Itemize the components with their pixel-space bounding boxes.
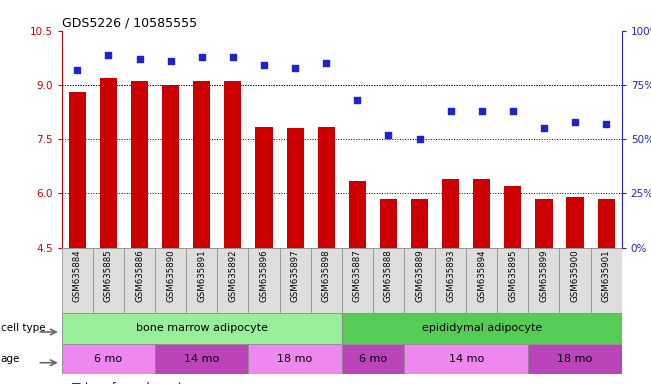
Bar	[473, 179, 490, 248]
Point	[228, 54, 238, 60]
Text: bone marrow adipocyte: bone marrow adipocyte	[136, 323, 268, 333]
Bar	[404, 248, 435, 313]
Text: age: age	[1, 354, 20, 364]
Bar	[342, 248, 373, 313]
Bar	[404, 344, 529, 374]
Bar	[318, 127, 335, 248]
Bar	[255, 127, 273, 248]
Bar	[411, 199, 428, 248]
Bar	[380, 199, 397, 248]
Bar	[155, 344, 249, 374]
Point	[570, 119, 580, 125]
Text: GSM635889: GSM635889	[415, 250, 424, 302]
Text: 18 mo: 18 mo	[277, 354, 312, 364]
Bar	[311, 248, 342, 313]
Bar	[497, 248, 529, 313]
Text: 14 mo: 14 mo	[184, 354, 219, 364]
Text: GSM635896: GSM635896	[260, 250, 268, 302]
Text: cell type: cell type	[1, 323, 46, 333]
Bar	[505, 186, 521, 248]
Point	[383, 132, 394, 138]
Point	[321, 60, 331, 66]
Text: 18 mo: 18 mo	[557, 354, 592, 364]
Bar	[529, 344, 622, 374]
Bar	[349, 181, 366, 248]
Text: GSM635892: GSM635892	[229, 250, 238, 302]
Bar	[193, 81, 210, 248]
Bar	[62, 344, 155, 374]
Bar	[529, 248, 559, 313]
Text: 14 mo: 14 mo	[449, 354, 484, 364]
Bar	[598, 199, 615, 248]
Text: ■: ■	[71, 382, 81, 384]
Point	[508, 108, 518, 114]
Text: GSM635886: GSM635886	[135, 250, 144, 302]
Point	[197, 54, 207, 60]
Text: GSM635894: GSM635894	[477, 250, 486, 302]
Bar	[566, 197, 583, 248]
Bar	[93, 248, 124, 313]
Bar	[69, 92, 86, 248]
Point	[290, 65, 300, 71]
Point	[165, 58, 176, 64]
Point	[414, 136, 424, 142]
Bar	[186, 248, 217, 313]
Bar	[131, 81, 148, 248]
Bar	[217, 248, 249, 313]
Bar	[466, 248, 497, 313]
Point	[104, 51, 114, 58]
Bar	[249, 344, 342, 374]
Point	[72, 67, 83, 73]
Bar	[155, 248, 186, 313]
Text: GSM635893: GSM635893	[446, 250, 455, 302]
Bar	[162, 85, 179, 248]
Bar	[279, 248, 311, 313]
Text: GSM635901: GSM635901	[602, 250, 611, 302]
Text: GSM635891: GSM635891	[197, 250, 206, 302]
Point	[477, 108, 487, 114]
Bar	[590, 248, 622, 313]
Text: GSM635899: GSM635899	[540, 250, 548, 302]
Text: GSM635898: GSM635898	[322, 250, 331, 302]
Bar	[535, 199, 553, 248]
Bar	[435, 248, 466, 313]
Text: GSM635895: GSM635895	[508, 250, 518, 302]
Text: transformed count: transformed count	[85, 382, 182, 384]
Text: GSM635897: GSM635897	[290, 250, 299, 302]
Point	[259, 62, 270, 68]
Bar	[225, 81, 242, 248]
Text: GSM635885: GSM635885	[104, 250, 113, 302]
Bar	[559, 248, 590, 313]
Bar	[100, 78, 117, 248]
Text: GSM635888: GSM635888	[384, 250, 393, 302]
Bar	[342, 344, 404, 374]
Point	[352, 97, 363, 103]
Text: GSM635887: GSM635887	[353, 250, 362, 302]
Bar	[249, 248, 279, 313]
Text: 6 mo: 6 mo	[359, 354, 387, 364]
Bar	[373, 248, 404, 313]
Text: GDS5226 / 10585555: GDS5226 / 10585555	[62, 17, 197, 30]
Text: GSM635900: GSM635900	[570, 250, 579, 302]
Point	[445, 108, 456, 114]
Point	[134, 56, 145, 62]
Text: GSM635884: GSM635884	[73, 250, 82, 302]
Point	[601, 121, 611, 127]
Point	[539, 125, 549, 131]
Bar	[124, 248, 155, 313]
Bar	[442, 179, 459, 248]
Bar	[62, 248, 93, 313]
Bar	[286, 128, 303, 248]
Text: GSM635890: GSM635890	[166, 250, 175, 302]
Bar	[62, 313, 342, 344]
Text: 6 mo: 6 mo	[94, 354, 122, 364]
Text: epididymal adipocyte: epididymal adipocyte	[422, 323, 542, 333]
Bar	[342, 313, 622, 344]
